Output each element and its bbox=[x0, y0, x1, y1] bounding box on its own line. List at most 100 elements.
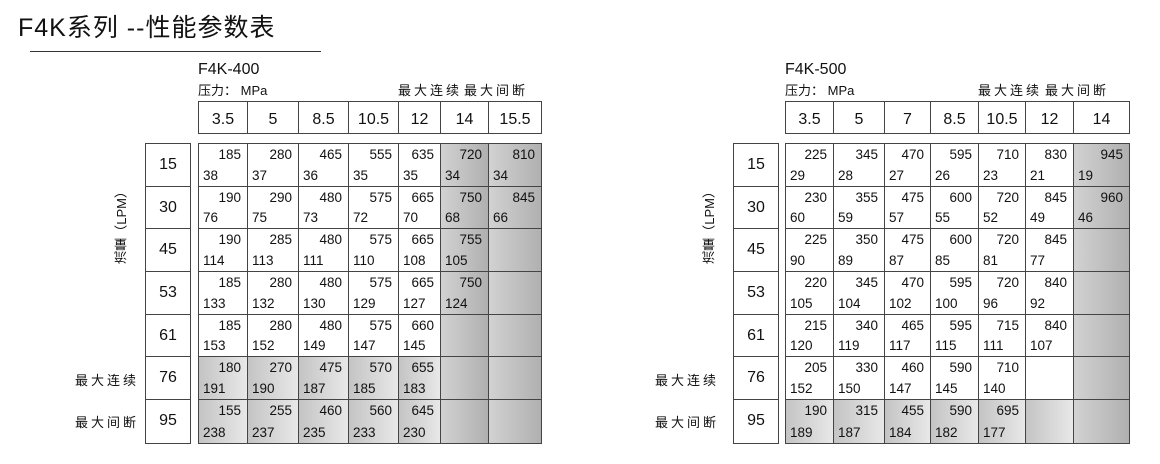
page-title: F4K系列 --性能参数表 bbox=[18, 14, 276, 42]
flow-cell: 45 bbox=[146, 229, 190, 273]
cell-top-value: 480 bbox=[319, 189, 342, 205]
table-row: 215 120 340 119 465 117 595 115 715 111 840 107 bbox=[786, 314, 1129, 358]
table-cell: 180 191 bbox=[199, 357, 248, 400]
cell-bottom-value: 132 bbox=[252, 295, 275, 311]
cell-top-value: 720 bbox=[996, 189, 1019, 205]
cell-top-value: 945 bbox=[1100, 147, 1123, 162]
cell-bottom-value: 177 bbox=[983, 424, 1006, 440]
cell-top-value: 330 bbox=[855, 360, 878, 376]
cell-bottom-value: 119 bbox=[838, 338, 860, 354]
cell-bottom-value: 105 bbox=[790, 295, 813, 311]
table-cell: 750 68 bbox=[441, 186, 489, 229]
table-cell: 470 102 bbox=[885, 272, 931, 314]
cell-top-value: 575 bbox=[369, 317, 392, 333]
table-cell: 340 119 bbox=[834, 314, 885, 357]
cell-top-value: 845 bbox=[512, 189, 535, 205]
table-cell: 345 28 bbox=[834, 144, 885, 186]
flow-column: 15 30 45 53 61 76 95 bbox=[145, 143, 191, 444]
flow-cell: 53 bbox=[146, 272, 190, 315]
cell-top-value: 720 bbox=[459, 147, 482, 162]
table-cell: 810 34 bbox=[489, 144, 541, 186]
cell-bottom-value: 72 bbox=[353, 210, 369, 226]
pressure-header-cell: 12 bbox=[399, 102, 441, 133]
pressure-header-row: 3.5 5 8.5 10.5 12 14 15.5 bbox=[198, 101, 542, 134]
cell-top-value: 600 bbox=[949, 189, 972, 205]
table-cell bbox=[441, 400, 489, 443]
cell-bottom-value: 49 bbox=[1030, 210, 1046, 226]
table-cell: 590 145 bbox=[931, 357, 979, 400]
cell-bottom-value: 187 bbox=[838, 424, 861, 440]
cell-bottom-value: 35 bbox=[353, 167, 369, 183]
table-cell: 945 19 bbox=[1074, 144, 1129, 186]
cell-bottom-value: 124 bbox=[445, 295, 468, 311]
cell-top-value: 465 bbox=[319, 147, 342, 162]
table-cell: 455 184 bbox=[885, 400, 931, 443]
table-cell bbox=[1026, 400, 1074, 443]
cell-bottom-value: 185 bbox=[353, 381, 376, 397]
cell-bottom-value: 29 bbox=[790, 167, 806, 183]
cell-top-value: 345 bbox=[855, 275, 878, 291]
cell-bottom-value: 105 bbox=[445, 253, 468, 269]
cell-bottom-value: 110 bbox=[353, 253, 375, 269]
cell-bottom-value: 23 bbox=[983, 167, 999, 183]
cell-bottom-value: 102 bbox=[889, 295, 912, 311]
cell-bottom-value: 70 bbox=[403, 210, 419, 226]
cell-bottom-value: 149 bbox=[303, 338, 326, 354]
pressure-header-cell: 3.5 bbox=[786, 102, 834, 133]
cell-top-value: 830 bbox=[1044, 147, 1067, 162]
cell-bottom-value: 145 bbox=[403, 338, 426, 354]
table-cell: 555 35 bbox=[349, 144, 399, 186]
cell-bottom-value: 182 bbox=[935, 424, 958, 440]
table-cell: 475 87 bbox=[885, 229, 931, 272]
table-cell: 475 57 bbox=[885, 186, 931, 229]
flow-cell: 95 bbox=[747, 412, 765, 430]
cell-top-value: 280 bbox=[269, 317, 292, 333]
table-cell: 750 124 bbox=[441, 272, 489, 314]
table-row: 225 29 345 28 470 27 595 26 710 23 830 21 945 19 bbox=[786, 144, 1129, 187]
cell-top-value: 840 bbox=[1044, 275, 1067, 291]
table-cell bbox=[1074, 357, 1129, 400]
cell-bottom-value: 153 bbox=[203, 338, 226, 354]
table-cell: 575 72 bbox=[349, 186, 399, 229]
cell-bottom-value: 111 bbox=[303, 253, 324, 269]
table-cell: 695 177 bbox=[979, 400, 1026, 443]
table-cell: 960 46 bbox=[1074, 186, 1129, 229]
cell-top-value: 460 bbox=[319, 403, 342, 419]
model-name: F4K-500 bbox=[785, 61, 847, 78]
cell-top-value: 480 bbox=[319, 275, 342, 291]
cell-top-value: 155 bbox=[218, 403, 241, 419]
cell-bottom-value: 113 bbox=[252, 253, 274, 269]
cell-bottom-value: 36 bbox=[303, 167, 319, 183]
cell-top-value: 570 bbox=[369, 360, 392, 376]
table-row: 220 105 345 104 470 102 595 100 720 96 840 92 bbox=[786, 272, 1129, 315]
cell-top-value: 470 bbox=[901, 147, 924, 162]
table-cell bbox=[489, 272, 541, 314]
table-cell: 575 110 bbox=[349, 229, 399, 272]
cell-bottom-value: 187 bbox=[303, 381, 326, 397]
pressure-header-cell: 8.5 bbox=[299, 102, 349, 133]
flow-axis-label: 流量（LPM） bbox=[702, 185, 717, 264]
cell-bottom-value: 89 bbox=[838, 253, 854, 269]
flow-cell: 76 bbox=[146, 357, 190, 401]
cell-bottom-value: 34 bbox=[445, 167, 461, 183]
table-row: 155 238 255 237 460 235 560 233 645 230 bbox=[199, 400, 541, 443]
cell-top-value: 710 bbox=[996, 147, 1019, 162]
table-cell: 220 105 bbox=[786, 272, 834, 314]
cell-top-value: 575 bbox=[369, 275, 392, 291]
table-row: 185 133 280 132 480 130 575 129 665 127 750 124 bbox=[199, 272, 541, 315]
table-cell: 560 233 bbox=[349, 400, 399, 443]
pressure-header-cell: 12 bbox=[1026, 102, 1074, 133]
table-cell: 595 26 bbox=[931, 144, 979, 186]
table-row: 190 114 285 113 480 111 575 110 665 108 755 105 bbox=[199, 229, 541, 273]
flow-cell: 95 bbox=[159, 412, 177, 430]
pressure-header-cell: 7 bbox=[885, 102, 931, 133]
table-cell: 190 189 bbox=[786, 400, 834, 443]
table-cell bbox=[1074, 400, 1129, 443]
max-continuous-header: 最大连续 bbox=[398, 83, 463, 98]
pressure-header-cell: 3.5 bbox=[199, 102, 248, 133]
table-cell: 480 111 bbox=[299, 229, 349, 272]
table-cell: 665 70 bbox=[399, 186, 441, 229]
table-cell: 720 52 bbox=[979, 186, 1026, 229]
pressure-unit-label: 压力： MPa bbox=[785, 83, 855, 98]
